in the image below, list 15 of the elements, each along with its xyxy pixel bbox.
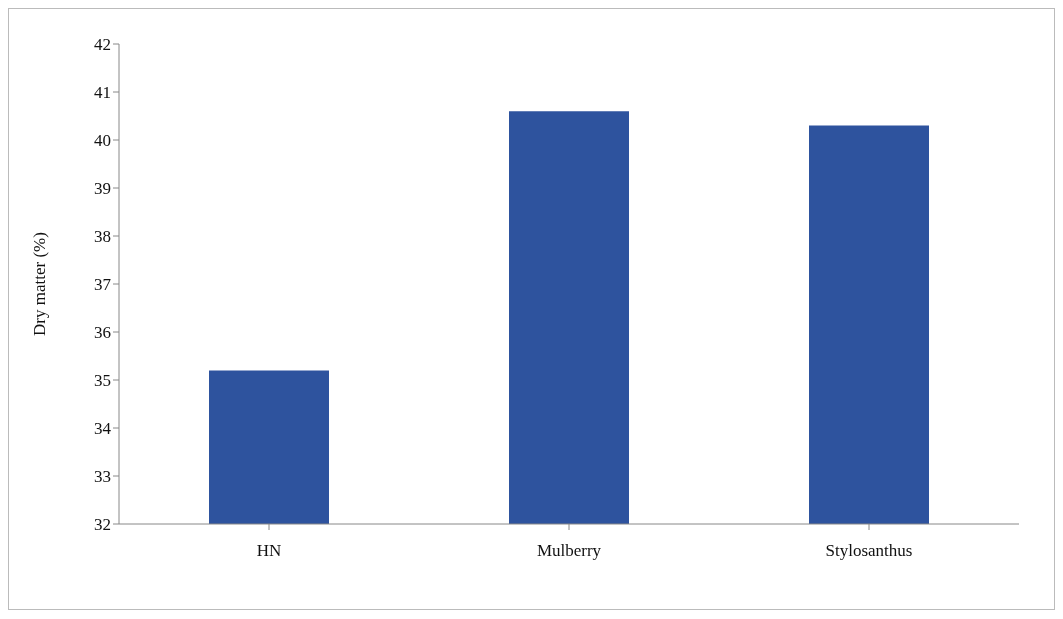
- y-tick-label: 32: [94, 515, 111, 535]
- y-tick-label: 41: [94, 83, 111, 103]
- y-tick-label: 39: [94, 179, 111, 199]
- y-tick-label: 42: [94, 35, 111, 55]
- x-tick-label: HN: [256, 541, 282, 561]
- x-tick-label: Stylosanthus: [825, 541, 913, 561]
- y-tick-label: 38: [94, 227, 111, 247]
- y-tick-label: 33: [94, 467, 111, 487]
- y-axis-title: Dry matter (%): [30, 232, 50, 336]
- y-tick-label: 37: [94, 275, 112, 295]
- y-tick-label: 34: [94, 419, 112, 439]
- y-tick-label: 35: [94, 371, 111, 391]
- x-tick-label: Mulberry: [536, 541, 602, 561]
- y-tick-label: 40: [94, 131, 111, 151]
- y-tick-label: 36: [94, 323, 111, 343]
